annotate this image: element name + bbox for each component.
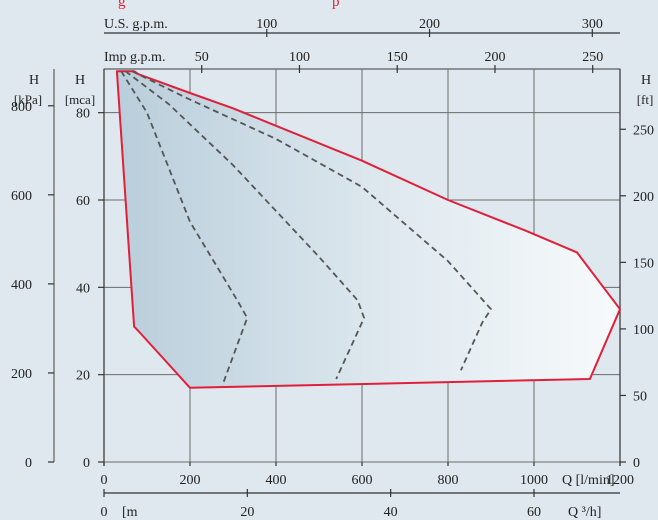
us-gpm-tick-label: 100 bbox=[256, 17, 277, 32]
y-kpa-tick-label: 400 bbox=[11, 278, 32, 293]
y-mca-tick-label: 20 bbox=[76, 369, 90, 384]
x-lpm-tick-label: 1000 bbox=[520, 473, 548, 488]
x-lpm-tick-label: 400 bbox=[266, 473, 287, 488]
x-lpm-axis-label: Q [l/min] bbox=[562, 473, 615, 488]
performance-curves bbox=[120, 70, 493, 386]
us-gpm-tick-label: 300 bbox=[582, 17, 603, 32]
x-lpm-tick-label: 0 bbox=[101, 473, 108, 488]
y-ft-tick-label: 0 bbox=[633, 456, 640, 471]
y-kpa-tick-label: 800 bbox=[11, 100, 32, 115]
imp-gpm-tick-label: 200 bbox=[484, 50, 505, 65]
y-ft-label-top: H bbox=[641, 73, 651, 88]
top-cutoff-text: g bbox=[118, 0, 126, 10]
performance-curve-1 bbox=[120, 70, 249, 386]
y-ft-tick-label: 50 bbox=[633, 389, 647, 404]
y-ft-tick-label: 100 bbox=[633, 323, 654, 338]
x-lpm-tick-label: 1200 bbox=[606, 473, 634, 488]
y-kpa-tick-label: 600 bbox=[11, 189, 32, 204]
x-m3h-tick-label: 0 bbox=[101, 505, 108, 520]
imp-gpm-axis-label: Imp g.p.m. bbox=[104, 50, 165, 65]
operating-envelope bbox=[115, 70, 621, 389]
y-kpa-tick-label: 200 bbox=[11, 367, 32, 382]
axis-labels: H [kPa] H [mca] H [ft] Q [l/min] [m Q ³/… bbox=[14, 73, 653, 520]
x-lpm-tick-label: 800 bbox=[438, 473, 459, 488]
x-m3h-label-left: [m bbox=[122, 505, 138, 520]
top-axes: U.S. g.p.m. Imp g.p.m. bbox=[104, 17, 620, 70]
top-cutoff-text-2: p bbox=[332, 0, 340, 10]
performance-curve-3 bbox=[131, 70, 493, 371]
y-mca-tick-label: 60 bbox=[76, 194, 90, 209]
y-mca-tick-label: 0 bbox=[83, 456, 90, 471]
y-ft-tick-label: 250 bbox=[633, 123, 654, 138]
y-mca-tick-label: 40 bbox=[76, 281, 90, 296]
us-gpm-axis-label: U.S. g.p.m. bbox=[104, 17, 168, 32]
x-m3h-tick-label: 40 bbox=[384, 505, 398, 520]
y-kpa-tick-label: 0 bbox=[25, 456, 32, 471]
y-mca-label-top: H bbox=[75, 73, 85, 88]
envelope-area bbox=[115, 70, 621, 389]
x-m3h-label-right: Q ³/h] bbox=[568, 505, 601, 520]
x-m3h-tick-label: 20 bbox=[240, 505, 254, 520]
y-kpa-label-top: H bbox=[29, 73, 39, 88]
y-ft-label-unit: [ft] bbox=[637, 92, 654, 107]
y-ft-tick-label: 200 bbox=[633, 190, 654, 205]
us-gpm-tick-label: 200 bbox=[419, 17, 440, 32]
x-m3h-tick-label: 60 bbox=[527, 505, 541, 520]
y-mca-label-unit: [mca] bbox=[65, 92, 95, 107]
y-ft-tick-label: 150 bbox=[633, 256, 654, 271]
imp-gpm-tick-label: 100 bbox=[289, 50, 310, 65]
y-kpa-label-unit: [kPa] bbox=[14, 92, 42, 107]
imp-gpm-tick-label: 50 bbox=[195, 50, 209, 65]
x-lpm-tick-label: 200 bbox=[180, 473, 201, 488]
x-lpm-tick-label: 600 bbox=[352, 473, 373, 488]
y-mca-tick-label: 80 bbox=[76, 107, 90, 122]
performance-curve-2 bbox=[124, 70, 366, 380]
imp-gpm-tick-label: 150 bbox=[387, 50, 408, 65]
imp-gpm-tick-label: 250 bbox=[582, 50, 603, 65]
